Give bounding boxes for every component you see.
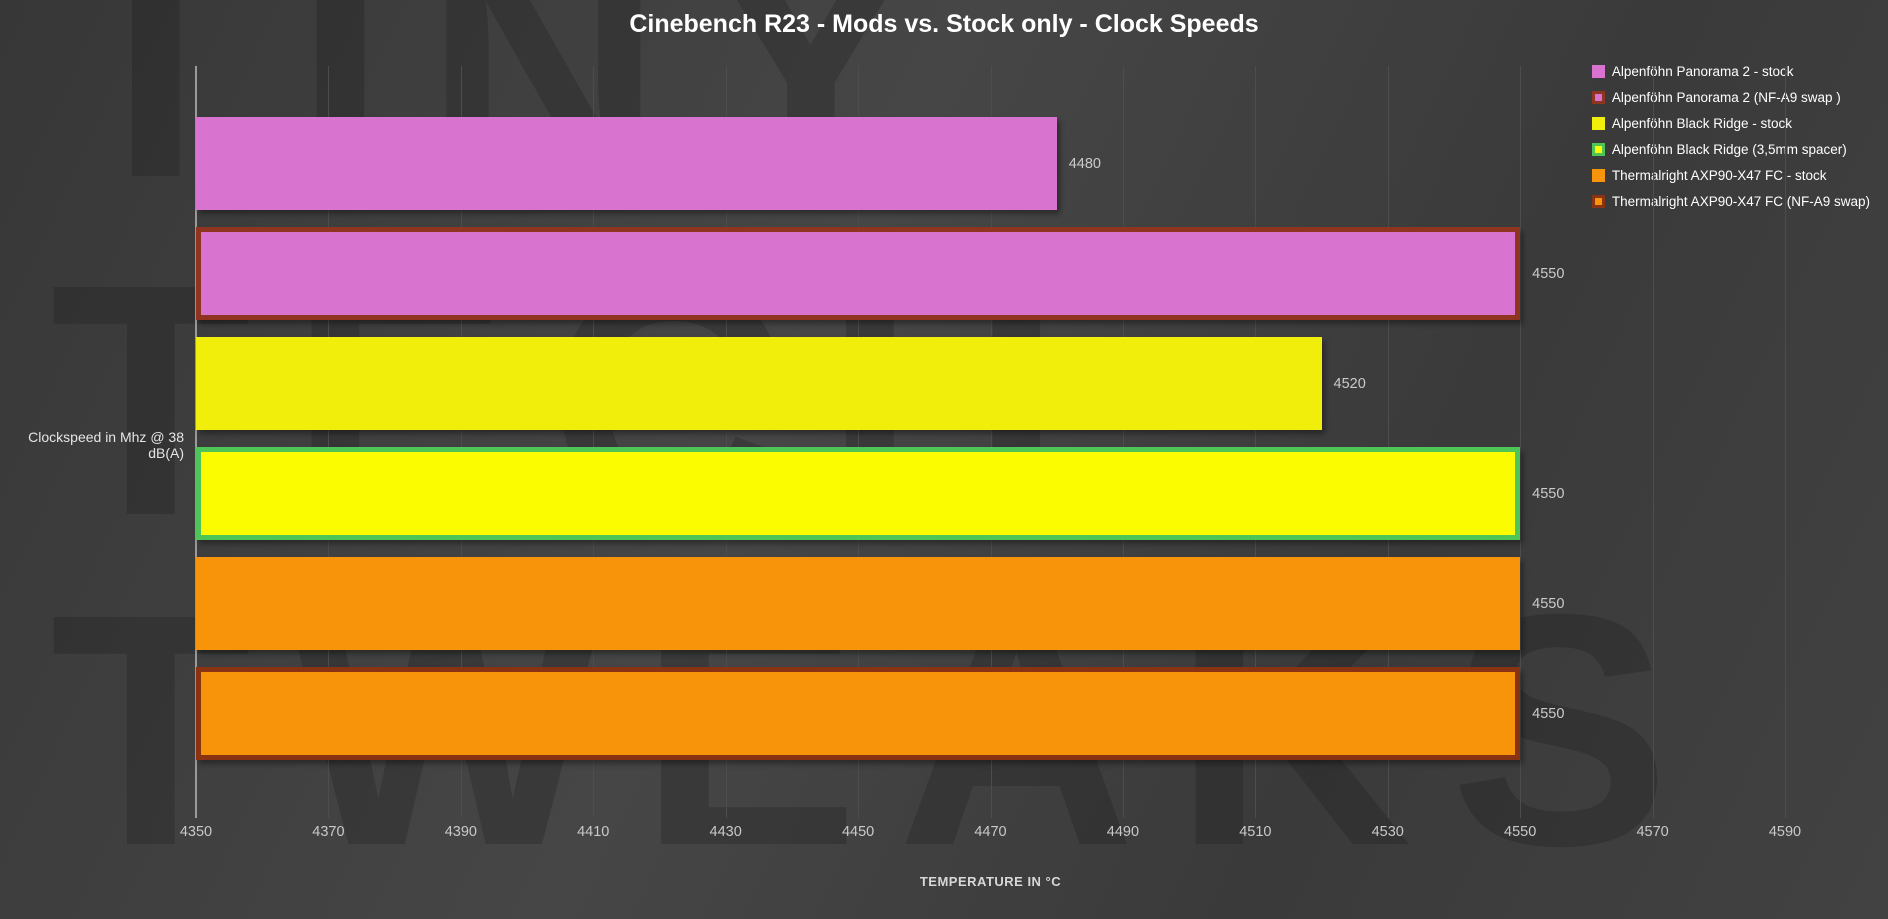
gridline — [460, 66, 462, 818]
gridline — [1122, 66, 1124, 818]
legend-label: Alpenföhn Black Ridge - stock — [1611, 115, 1793, 131]
bar-value-label: 4550 — [1532, 595, 1565, 612]
bar-row: 4550 — [196, 557, 1785, 650]
bar — [196, 667, 1521, 760]
bar-value-label: 4520 — [1333, 375, 1366, 392]
x-axis-label: TEMPERATURE IN °C — [919, 874, 1062, 889]
bar-row: 4520 — [196, 337, 1785, 430]
bar-row: 4550 — [196, 667, 1785, 760]
legend-label: Thermalright AXP90-X47 FC (NF-A9 swap) — [1611, 193, 1870, 209]
legend-swatch — [1591, 116, 1605, 130]
x-tick-label: 4370 — [312, 824, 345, 840]
x-tick-label: 4350 — [179, 824, 213, 840]
x-tick-label: 4530 — [1371, 824, 1404, 840]
bar — [196, 337, 1322, 430]
x-tick-label: 4590 — [1768, 824, 1802, 840]
x-tick-label: 4550 — [1504, 824, 1537, 840]
legend-swatch — [1591, 64, 1605, 78]
legend-swatch — [1591, 194, 1605, 208]
x-tick-label: 4510 — [1239, 824, 1272, 840]
legend-swatch — [1591, 142, 1605, 156]
bar-value-label: 4480 — [1068, 155, 1101, 172]
gridline — [858, 66, 860, 818]
gridline — [1652, 66, 1654, 818]
gridline — [1785, 66, 1786, 818]
gridline — [1387, 66, 1389, 818]
legend-label: Thermalright AXP90-X47 FC - stock — [1611, 167, 1827, 183]
gridline — [328, 66, 330, 818]
legend-item: Thermalright AXP90-X47 FC - stock — [1591, 162, 1870, 188]
x-tick-label: 4570 — [1636, 824, 1669, 840]
bar-row: 4550 — [196, 447, 1785, 540]
chart-title: Cinebench R23 - Mods vs. Stock only - Cl… — [629, 10, 1259, 38]
bar-row: 4480 — [196, 117, 1785, 210]
gridline — [593, 66, 595, 818]
x-tick-label: 4490 — [1106, 824, 1140, 840]
y-axis-label: Clockspeed in Mhz @ 38 dB(A) — [28, 429, 184, 461]
legend-item: Alpenföhn Black Ridge (3,5mm spacer) — [1591, 136, 1870, 162]
x-tick-label: 4470 — [974, 824, 1007, 840]
bar-value-label: 4550 — [1532, 265, 1565, 282]
gridline — [725, 66, 727, 818]
legend-item: Alpenföhn Black Ridge - stock — [1591, 110, 1870, 136]
x-tick-label: 4390 — [444, 824, 477, 840]
bar — [196, 117, 1057, 210]
legend-item: Thermalright AXP90-X47 FC (NF-A9 swap) — [1591, 188, 1870, 214]
gridline — [1255, 66, 1257, 818]
x-tick-label: 4430 — [709, 824, 742, 840]
bar — [196, 447, 1521, 540]
plot-area: 4480 4550 4520 4550 4550 4550 — [195, 66, 1786, 818]
x-axis-ticks: 4350 4370 4390 4410 4430 4450 4470 4490 4510 4530… — [180, 824, 1801, 846]
legend-item: Alpenföhn Panorama 2 (NF-A9 swap ) — [1591, 84, 1870, 110]
bar-row: 4550 — [196, 227, 1785, 320]
legend-swatch — [1591, 168, 1605, 182]
y-axis-line — [195, 66, 197, 818]
bar-value-label: 4550 — [1532, 705, 1565, 722]
legend-item: Alpenföhn Panorama 2 - stock — [1591, 58, 1870, 84]
bar — [196, 557, 1521, 650]
gridline — [1520, 66, 1522, 818]
legend-swatch — [1591, 90, 1605, 104]
legend-label: Alpenföhn Panorama 2 - stock — [1611, 63, 1794, 79]
legend-label: Alpenföhn Black Ridge (3,5mm spacer) — [1611, 141, 1847, 157]
x-tick-label: 4450 — [841, 824, 875, 840]
gridline — [990, 66, 992, 818]
bar — [196, 227, 1521, 320]
legend-label: Alpenföhn Panorama 2 (NF-A9 swap ) — [1611, 89, 1841, 105]
bar-value-label: 4550 — [1532, 485, 1565, 502]
x-tick-label: 4410 — [577, 824, 610, 840]
legend: Alpenföhn Panorama 2 - stock Alpenföhn Pa… — [1591, 58, 1870, 214]
